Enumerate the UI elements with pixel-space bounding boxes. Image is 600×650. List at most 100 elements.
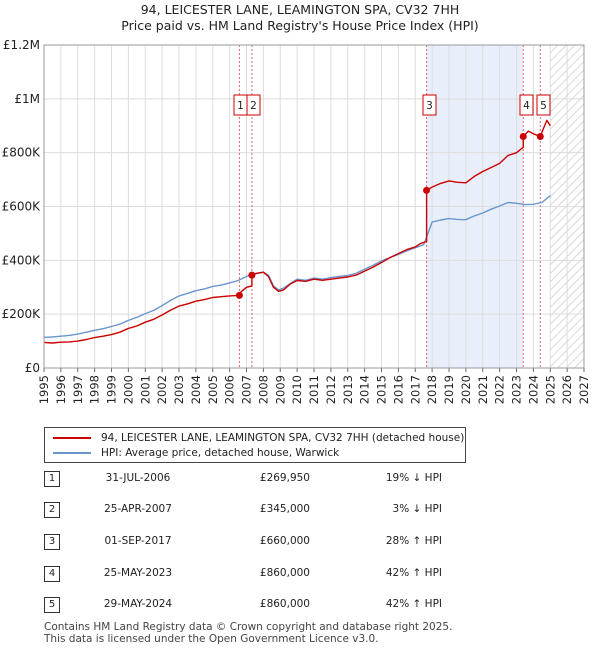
x-tick-label: 2016 — [391, 375, 405, 404]
sale-point — [235, 291, 243, 299]
sale-label-text: 1 — [237, 100, 244, 112]
sale-number-badge: 4 — [44, 566, 60, 582]
y-tick-label: £200K — [2, 307, 42, 321]
sale-hpi-diff: 42% ↑ HPI — [385, 598, 442, 610]
sale-number-label: 4 — [519, 94, 534, 116]
price-paid-line — [43, 119, 551, 344]
sale-label-text: 2 — [250, 100, 257, 112]
sale-hpi-diff: 19% ↓ HPI — [385, 472, 442, 484]
sale-point — [536, 133, 544, 141]
x-tick-label: 2008 — [256, 375, 270, 404]
x-tick-label: 2011 — [307, 375, 321, 404]
footer-line-2: This data is licensed under the Open Gov… — [44, 633, 379, 645]
x-tick-label: 1997 — [71, 375, 85, 404]
sale-price: £860,000 — [259, 567, 310, 579]
sale-row: 4 25-MAY-2023 £860,000 42% ↑ HPI — [44, 566, 464, 582]
sale-number-badge: 3 — [44, 534, 60, 550]
plot-border — [43, 44, 585, 369]
y-tick-label: £1.2M — [3, 38, 40, 52]
x-tick-label: 2021 — [476, 375, 490, 404]
sale-date: 25-MAY-2023 — [103, 567, 173, 579]
sale-row: 2 25-APR-2007 £345,000 3% ↓ HPI — [44, 502, 464, 518]
x-tick-label: 2025 — [543, 375, 557, 404]
sale-price: £269,950 — [259, 472, 310, 484]
sale-number-badge: 2 — [44, 502, 60, 518]
x-tick-label: 2015 — [375, 375, 389, 404]
x-tick-label: 2023 — [510, 375, 524, 404]
sale-label-box — [536, 94, 551, 116]
sale-price: £345,000 — [259, 503, 310, 515]
x-tick-label: 2018 — [425, 375, 439, 404]
sale-point — [423, 186, 431, 194]
y-tick-label: £600K — [2, 200, 42, 214]
title-line-1: 94, LEICESTER LANE, LEAMINGTON SPA, CV32… — [140, 2, 460, 17]
x-tick-label: 2012 — [324, 375, 338, 404]
x-tick-label: 2006 — [223, 375, 237, 404]
y-tick-label: £800K — [2, 146, 42, 160]
sale-hpi-diff: 3% ↓ HPI — [392, 503, 442, 515]
legend-swatch-hpi — [53, 452, 91, 454]
legend-label-hpi: HPI: Average price, detached house, Warw… — [101, 447, 340, 459]
sale-row: 1 31-JUL-2006 £269,950 19% ↓ HPI — [44, 471, 464, 487]
sale-date: 31-JUL-2006 — [105, 472, 171, 484]
x-tick-label: 2000 — [121, 375, 135, 404]
x-tick-label: 1998 — [88, 375, 102, 404]
x-tick-label: 2020 — [459, 375, 473, 404]
x-tick-label: 2004 — [189, 375, 203, 404]
sale-date: 29-MAY-2024 — [103, 598, 173, 610]
x-tick-label: 2013 — [341, 375, 355, 404]
x-tick-label: 2027 — [577, 375, 591, 404]
sale-number-badge: 5 — [44, 597, 60, 613]
x-tick-label: 1999 — [105, 375, 119, 404]
legend-item-price: 94, LEICESTER LANE, LEAMINGTON SPA, CV32… — [53, 431, 464, 445]
legend-label-price: 94, LEICESTER LANE, LEAMINGTON SPA, CV32… — [101, 432, 465, 444]
sale-price: £860,000 — [259, 598, 310, 610]
sale-label-box — [246, 94, 261, 116]
sale-number-badge: 1 — [44, 471, 60, 487]
footer-line-1: Contains HM Land Registry data © Crown c… — [44, 621, 453, 633]
title-line-2: Price paid vs. HM Land Registry's House … — [121, 18, 479, 33]
sale-number-label: 5 — [536, 94, 551, 116]
sale-label-box — [422, 94, 437, 116]
sale-row: 5 29-MAY-2024 £860,000 42% ↑ HPI — [44, 597, 464, 613]
sale-label-text: 3 — [426, 100, 433, 112]
x-tick-label: 1995 — [37, 375, 51, 404]
sale-date: 25-APR-2007 — [104, 503, 172, 515]
sale-date: 01-SEP-2017 — [104, 535, 172, 547]
sale-number-label: 3 — [422, 94, 437, 116]
y-tick-label: £1M — [14, 92, 40, 106]
x-tick-label: 2009 — [273, 375, 287, 404]
sale-price: £660,000 — [259, 535, 310, 547]
sale-point — [519, 133, 527, 141]
x-tick-label: 1996 — [54, 375, 68, 404]
x-tick-label: 2005 — [206, 375, 220, 404]
x-tick-label: 2010 — [290, 375, 304, 404]
sale-row: 3 01-SEP-2017 £660,000 28% ↑ HPI — [44, 534, 464, 550]
x-tick-label: 2014 — [358, 375, 372, 404]
sale-label-text: 4 — [523, 100, 530, 112]
footer-attribution: Contains HM Land Registry data © Crown c… — [44, 621, 452, 645]
legend: 94, LEICESTER LANE, LEAMINGTON SPA, CV32… — [44, 427, 466, 463]
x-tick-label: 2001 — [138, 375, 152, 404]
legend-item-hpi: HPI: Average price, detached house, Warw… — [53, 446, 339, 460]
x-tick-label: 2017 — [408, 375, 422, 404]
legend-swatch-price — [53, 437, 91, 439]
x-tick-label: 2022 — [493, 375, 507, 404]
sale-point — [248, 271, 256, 279]
x-tick-label: 2019 — [442, 375, 456, 404]
sale-label-text: 5 — [540, 100, 547, 112]
y-tick-label: £400K — [2, 253, 42, 267]
x-tick-label: 2026 — [560, 375, 574, 404]
x-tick-label: 2003 — [172, 375, 186, 404]
x-tick-label: 2007 — [240, 375, 254, 404]
sale-number-label: 1 — [233, 94, 248, 116]
x-tick-label: 2024 — [526, 375, 540, 404]
x-tick-label: 2002 — [155, 375, 169, 404]
sale-hpi-diff: 28% ↑ HPI — [385, 535, 442, 547]
sale-label-box — [519, 94, 534, 116]
chart-title: 94, LEICESTER LANE, LEAMINGTON SPA, CV32… — [0, 2, 600, 34]
y-tick-label: £0 — [25, 361, 40, 375]
sale-hpi-diff: 42% ↑ HPI — [385, 567, 442, 579]
sale-number-label: 2 — [246, 94, 261, 116]
